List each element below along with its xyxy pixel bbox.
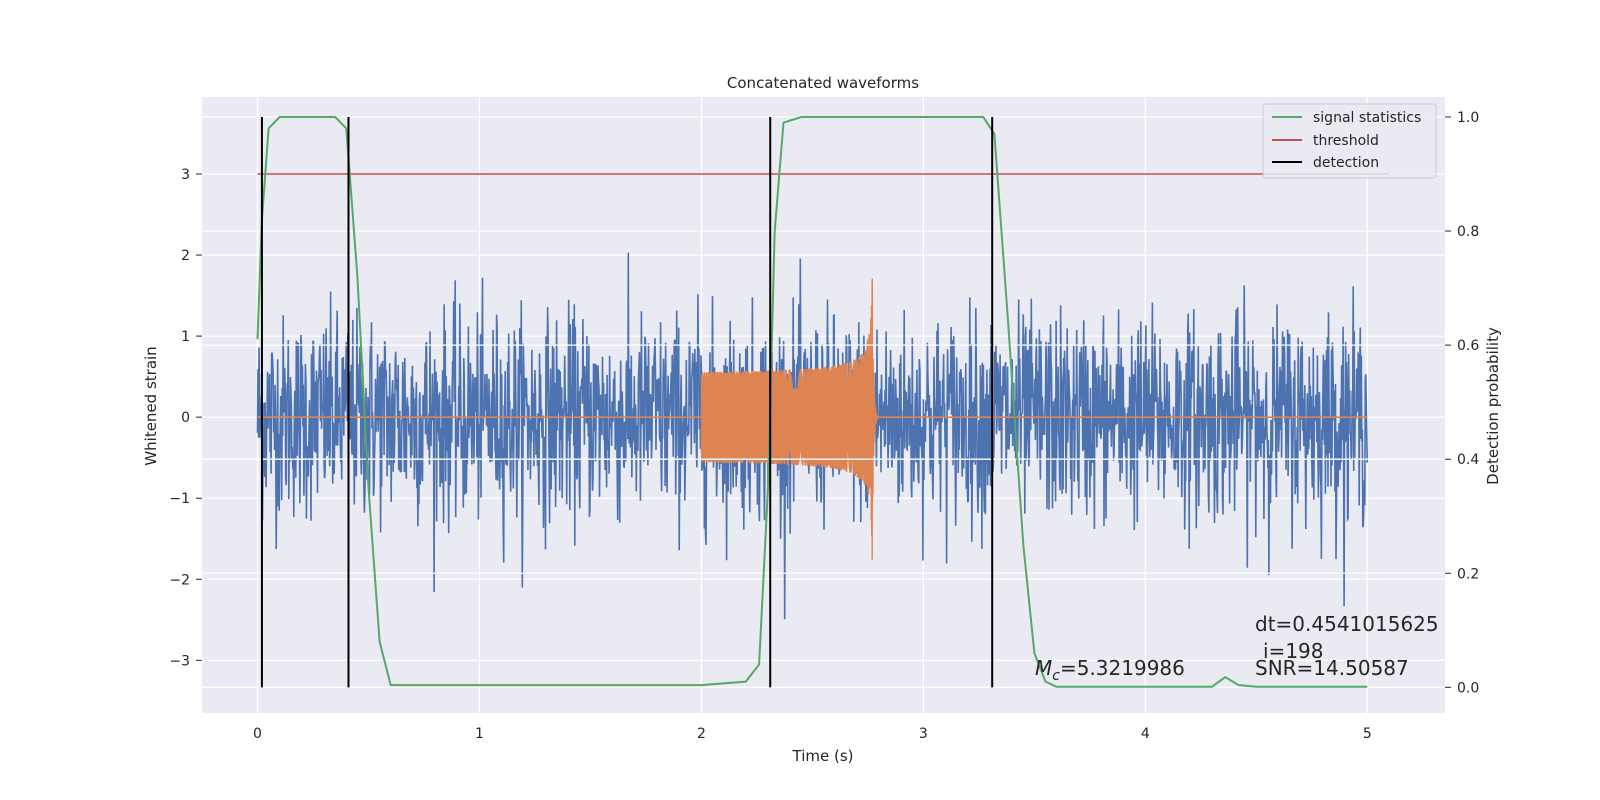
y2-tick-label: 0.6 bbox=[1457, 338, 1479, 354]
legend: signal statistics threshold detection bbox=[1262, 103, 1437, 179]
x-tick-label: 3 bbox=[919, 726, 928, 742]
index-annotation: i=198 bbox=[1263, 639, 1324, 663]
injected-signal-line bbox=[700, 278, 880, 560]
x-tick-label: 2 bbox=[697, 726, 706, 742]
y-tick-label: −2 bbox=[169, 572, 190, 588]
y-axis-label: Whitened strain bbox=[142, 346, 160, 465]
legend-detection-label: detection bbox=[1313, 155, 1379, 171]
x-tick-label: 5 bbox=[1363, 726, 1372, 742]
detection-lines bbox=[260, 116, 994, 688]
legend-threshold-label: threshold bbox=[1313, 133, 1379, 149]
x-tick-label: 0 bbox=[253, 726, 262, 742]
y-tick-label: 0 bbox=[181, 410, 190, 426]
right-axis-label: Detection probability bbox=[1484, 327, 1502, 485]
axis-ticks: 0 1 2 3 4 5 −3 −2 −1 0 1 2 3 0.0 0.2 0.4 0.6 0.8 1.0 bbox=[169, 110, 1479, 742]
y2-tick-label: 0.4 bbox=[1457, 452, 1479, 468]
y2-tick-label: 1.0 bbox=[1457, 110, 1479, 126]
signal-statistics-line bbox=[256, 116, 1368, 688]
snr-annotation: SNR=14.50587 bbox=[1255, 656, 1409, 680]
injected-signal bbox=[257, 278, 1368, 560]
mc-annotation: Mc=5.3219986 bbox=[1035, 656, 1185, 684]
y2-tick-label: 0.0 bbox=[1457, 680, 1479, 696]
dt-annotation: dt=0.4541015625 bbox=[1255, 612, 1439, 636]
x-axis-label: Time (s) bbox=[792, 747, 854, 765]
chart-title: Concatenated waveforms bbox=[727, 74, 919, 92]
signal-statistics-series bbox=[256, 116, 1390, 688]
y2-tick-label: 0.8 bbox=[1457, 224, 1479, 240]
legend-signal-statistics-label: signal statistics bbox=[1313, 110, 1421, 126]
y-tick-label: 2 bbox=[181, 248, 190, 264]
legend-box bbox=[1262, 103, 1437, 179]
y-tick-label: −1 bbox=[169, 491, 190, 507]
y-tick-label: 3 bbox=[181, 167, 190, 183]
y2-tick-label: 0.2 bbox=[1457, 566, 1479, 582]
x-tick-label: 1 bbox=[475, 726, 484, 742]
y-tick-label: −3 bbox=[169, 653, 190, 669]
y-tick-label: 1 bbox=[181, 329, 190, 345]
x-tick-label: 4 bbox=[1141, 726, 1150, 742]
